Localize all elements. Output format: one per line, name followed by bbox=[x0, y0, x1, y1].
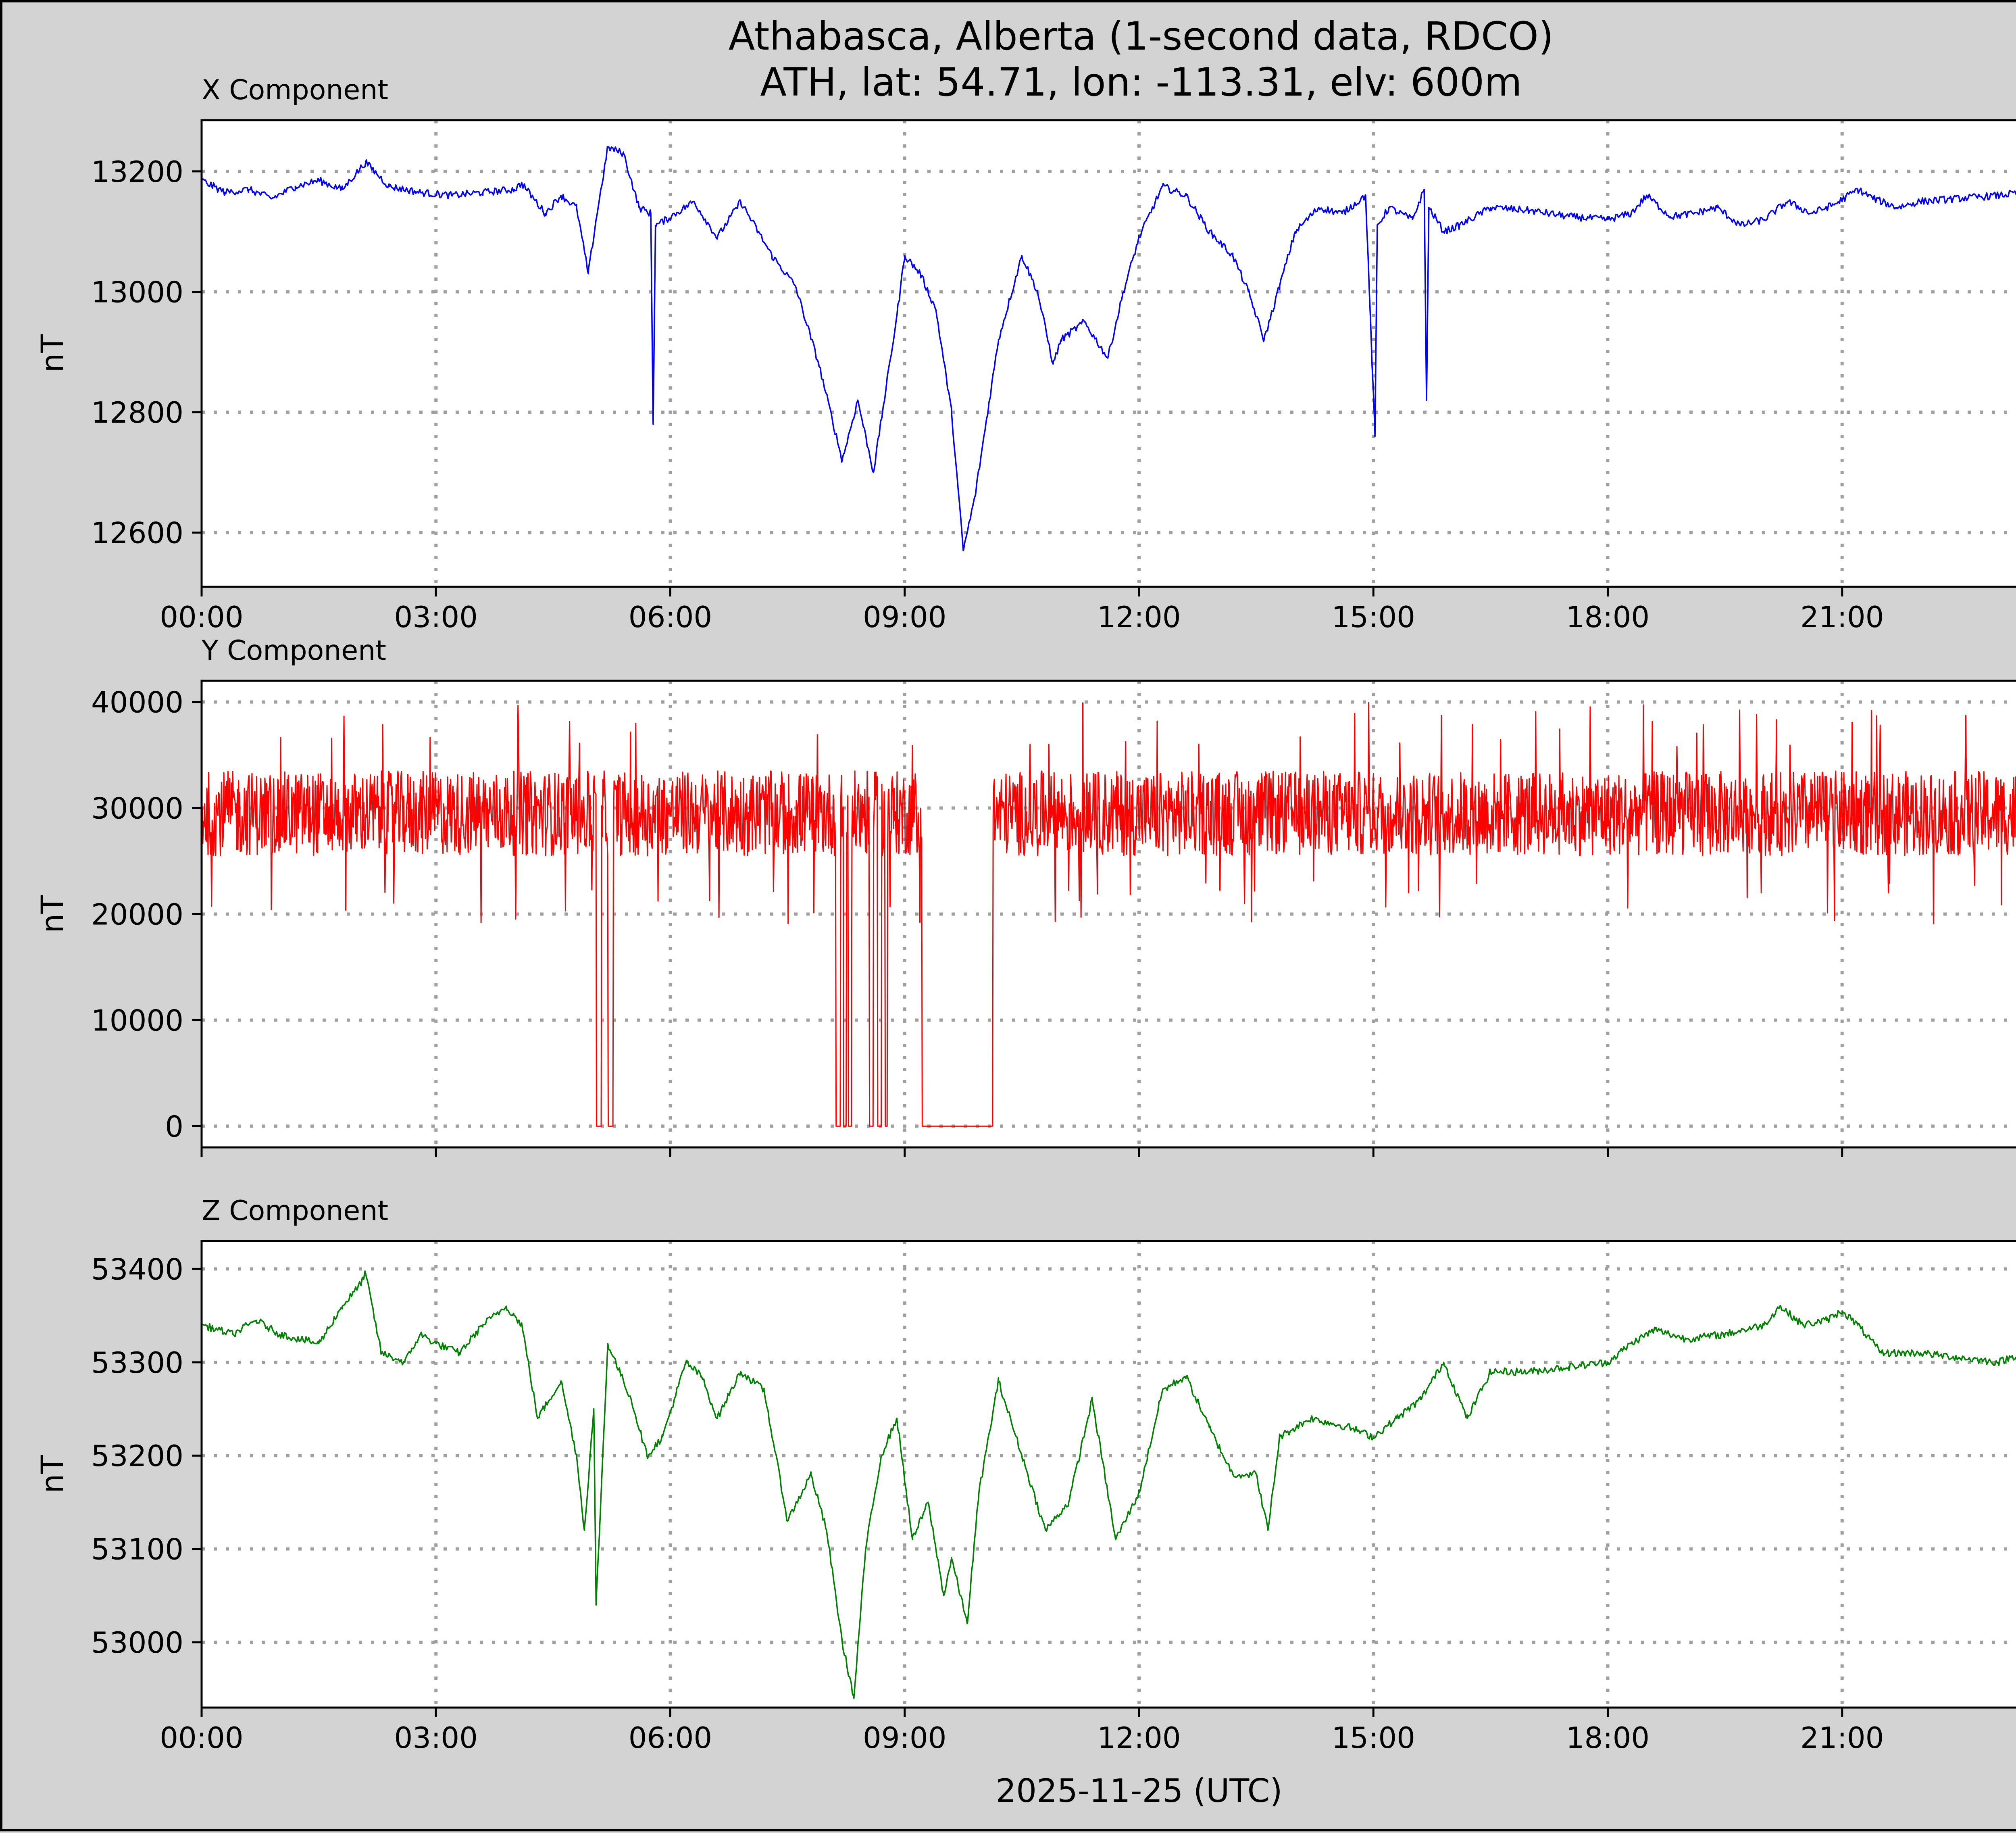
x-tick-label: 12:00 bbox=[1097, 1721, 1181, 1755]
x-tick-label: 09:00 bbox=[863, 600, 947, 634]
y-tick-label: 53400 bbox=[91, 1252, 183, 1286]
x-tick-label: 15:00 bbox=[1332, 1721, 1416, 1755]
x-tick-label: 06:00 bbox=[629, 600, 712, 634]
x-tick-label: 00:00 bbox=[160, 1721, 244, 1755]
figure-title-line2: ATH, lat: 54.71, lon: -113.31, elv: 600m bbox=[760, 60, 1522, 105]
y-tick-label: 30000 bbox=[91, 792, 183, 826]
x-tick-label: 03:00 bbox=[394, 600, 478, 634]
x-tick-label: 00:00 bbox=[160, 600, 244, 634]
plot-area-3 bbox=[202, 1241, 2016, 1708]
y-tick-label: 0 bbox=[165, 1109, 183, 1143]
x-tick-label: 06:00 bbox=[629, 1721, 712, 1755]
x-tick-label: 15:00 bbox=[1332, 600, 1416, 634]
y-tick-label: 13000 bbox=[91, 275, 183, 309]
panel-title: Z Component bbox=[202, 1195, 388, 1227]
y-tick-label: 40000 bbox=[91, 686, 183, 719]
y-axis-label: nT bbox=[34, 895, 70, 933]
panel-title: Y Component bbox=[201, 635, 386, 667]
y-axis-label: nT bbox=[34, 334, 70, 373]
x-tick-label: 18:00 bbox=[1566, 1721, 1650, 1755]
y-tick-label: 53100 bbox=[91, 1533, 183, 1566]
y-tick-label: 53200 bbox=[91, 1439, 183, 1473]
y-axis-label: nT bbox=[34, 1455, 70, 1493]
y-tick-label: 12600 bbox=[91, 516, 183, 550]
x-tick-label: 18:00 bbox=[1566, 600, 1650, 634]
x-tick-label: 12:00 bbox=[1097, 600, 1181, 634]
x-tick-label: 09:00 bbox=[863, 1721, 947, 1755]
x-axis-label: 2025-11-25 (UTC) bbox=[996, 1772, 1282, 1810]
series-line-x-component bbox=[201, 146, 2016, 552]
series-line-z-component bbox=[201, 1270, 2016, 1699]
y-tick-label: 10000 bbox=[91, 1003, 183, 1037]
y-tick-label: 12800 bbox=[91, 396, 183, 430]
y-tick-label: 20000 bbox=[91, 898, 183, 932]
x-tick-label: 21:00 bbox=[1800, 600, 1884, 634]
x-tick-label: 03:00 bbox=[394, 1721, 478, 1755]
y-tick-label: 53000 bbox=[91, 1626, 183, 1660]
series-line-y-component bbox=[201, 702, 2016, 1127]
y-tick-label: 13200 bbox=[91, 155, 183, 189]
panel-title: X Component bbox=[202, 74, 388, 106]
y-tick-label: 53300 bbox=[91, 1346, 183, 1380]
x-tick-label: 21:00 bbox=[1800, 1721, 1884, 1755]
figure-title-line1: Athabasca, Alberta (1-second data, RDCO) bbox=[729, 14, 1554, 59]
